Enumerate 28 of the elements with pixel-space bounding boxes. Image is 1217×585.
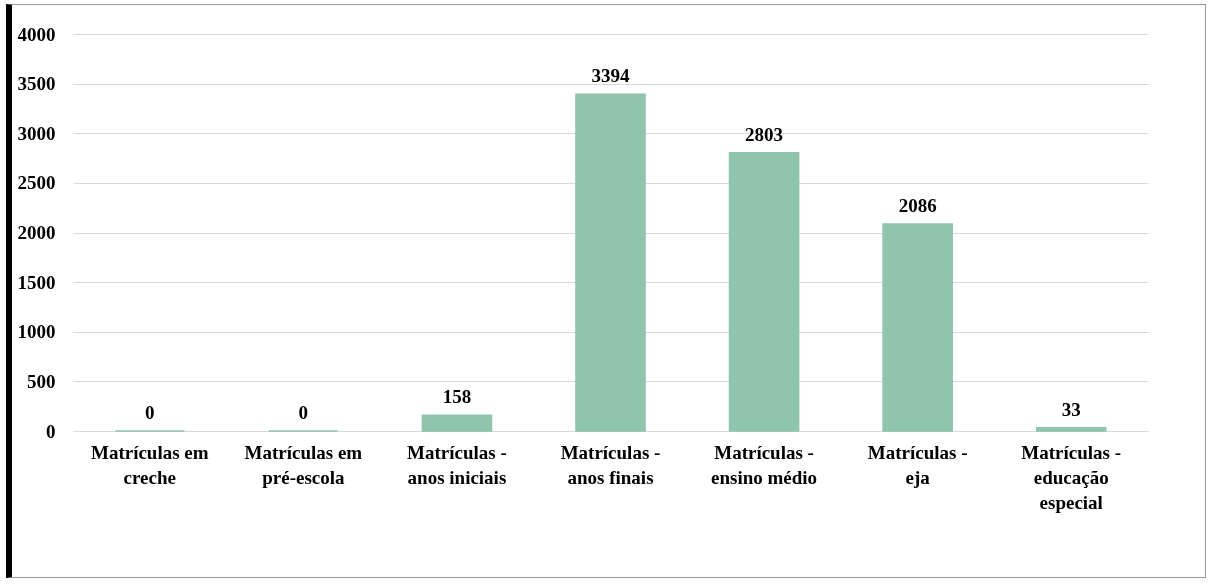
y-tick-label: 1000 — [17, 321, 56, 343]
bar — [421, 414, 493, 432]
bar — [728, 152, 800, 432]
y-tick-label: 3000 — [17, 122, 56, 144]
x-tick-label: Matrículas - eja — [867, 441, 968, 488]
bar — [1035, 426, 1107, 432]
x-tick-label: Matrículas em creche — [90, 441, 209, 488]
y-tick-label: 2500 — [17, 172, 56, 194]
x-tick-label: Matrículas - anos iniciais — [407, 441, 507, 488]
data-label: 33 — [1061, 398, 1081, 420]
data-label: 2803 — [745, 123, 784, 145]
x-tick-label: Matrículas em pré-escola — [244, 441, 363, 488]
data-label: 2086 — [898, 194, 937, 216]
data-label: 0 — [145, 402, 155, 423]
y-tick-label: 0 — [46, 420, 56, 442]
bar — [882, 223, 953, 432]
x-tick-label: Matrículas - anos finais — [560, 441, 661, 488]
x-tick-label: Matrículas - educação especial — [1021, 441, 1122, 513]
bar — [575, 93, 646, 432]
y-tick-label: 4000 — [17, 23, 56, 45]
x-tick-label: Matrículas - ensino médio — [711, 441, 818, 488]
y-tick-label: 3500 — [17, 73, 56, 95]
y-tick-label: 1500 — [17, 271, 56, 293]
data-label: 3394 — [591, 65, 630, 87]
data-label: 158 — [442, 386, 472, 408]
data-label: 0 — [298, 402, 309, 423]
y-tick-label: 500 — [27, 370, 56, 392]
y-tick-label: 2000 — [17, 222, 56, 243]
